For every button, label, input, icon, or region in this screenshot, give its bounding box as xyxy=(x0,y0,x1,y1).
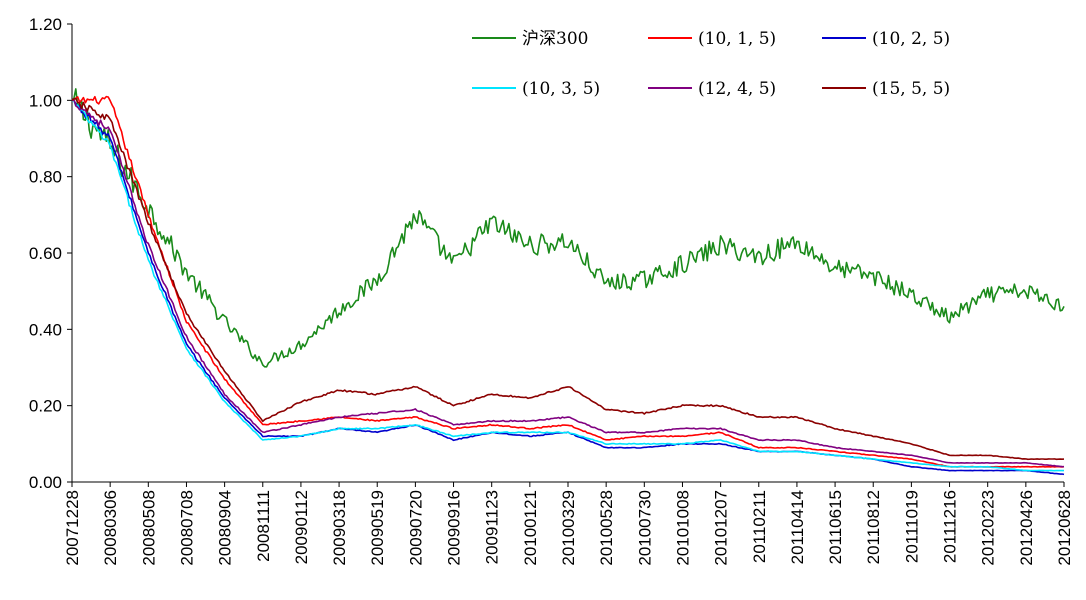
legend-label: (15, 5, 5) xyxy=(872,79,950,99)
x-tick-label: 20120223 xyxy=(979,490,998,566)
legend-label: 沪深300 xyxy=(522,29,588,49)
x-tick-label: 20080306 xyxy=(101,490,120,566)
y-tick-label: 1.00 xyxy=(29,91,62,110)
x-tick-label: 20110615 xyxy=(826,490,845,564)
y-tick-label: 1.20 xyxy=(29,15,62,34)
x-tick-label: 20090318 xyxy=(330,490,349,566)
x-tick-label: 20100329 xyxy=(559,490,578,566)
x-tick-label: 20110414 xyxy=(788,490,807,564)
y-tick-label: 0.00 xyxy=(29,473,62,492)
y-tick-label: 0.60 xyxy=(29,244,62,263)
series-line-5 xyxy=(71,97,1065,461)
x-tick-label: 20090916 xyxy=(445,490,464,566)
x-ticks: 20071228 20080306 20080508 20080708 20080904… xyxy=(63,482,1074,566)
x-tick-label: 20111216 xyxy=(941,490,960,563)
x-tick-label: 20120628 xyxy=(1055,490,1074,566)
x-tick-label: 20100121 xyxy=(521,490,540,566)
series-line-1 xyxy=(71,95,1065,468)
series-line-2 xyxy=(71,99,1065,476)
x-tick-label: 20080508 xyxy=(139,490,158,566)
x-tick-label: 20100528 xyxy=(597,490,616,566)
x-tick-label: 20090112 xyxy=(292,490,311,564)
x-tick-label: 20080708 xyxy=(177,490,196,566)
x-tick-label: 20091123 xyxy=(483,490,502,564)
legend-label: (10, 2, 5) xyxy=(872,29,950,49)
legend-label: (12, 4, 5) xyxy=(698,79,776,99)
x-tick-label: 20101008 xyxy=(673,490,692,566)
series-line-3 xyxy=(71,99,1065,472)
x-tick-label: 20081111 xyxy=(254,490,273,562)
series-line-4 xyxy=(71,99,1065,468)
legend-label: (10, 1, 5) xyxy=(698,29,776,49)
y-tick-label: 0.40 xyxy=(29,320,62,339)
x-tick-label: 20101207 xyxy=(712,490,731,566)
legend-label: (10, 3, 5) xyxy=(522,79,600,99)
x-tick-label: 20120426 xyxy=(1017,490,1036,566)
series-line-0 xyxy=(71,88,1065,368)
y-tick-label: 0.20 xyxy=(29,397,62,416)
x-tick-label: 20080904 xyxy=(216,490,235,566)
y-ticks: 0.00 0.20 0.40 0.60 0.80 1.00 1.20 xyxy=(29,15,72,492)
x-tick-label: 20111019 xyxy=(902,490,921,563)
x-tick-label: 20100730 xyxy=(635,490,654,566)
x-tick-label: 20110812 xyxy=(864,490,883,564)
x-tick-label: 20090519 xyxy=(368,490,387,566)
legend: 沪深300 (10, 1, 5) (10, 2, 5) (10, 3, 5) (12, … xyxy=(472,29,950,99)
x-tick-label: 20110211 xyxy=(750,490,769,563)
x-tick-label: 20090720 xyxy=(406,490,425,566)
y-tick-label: 0.80 xyxy=(29,168,62,187)
series-lines xyxy=(71,88,1065,476)
x-tick-label: 20071228 xyxy=(63,490,82,566)
